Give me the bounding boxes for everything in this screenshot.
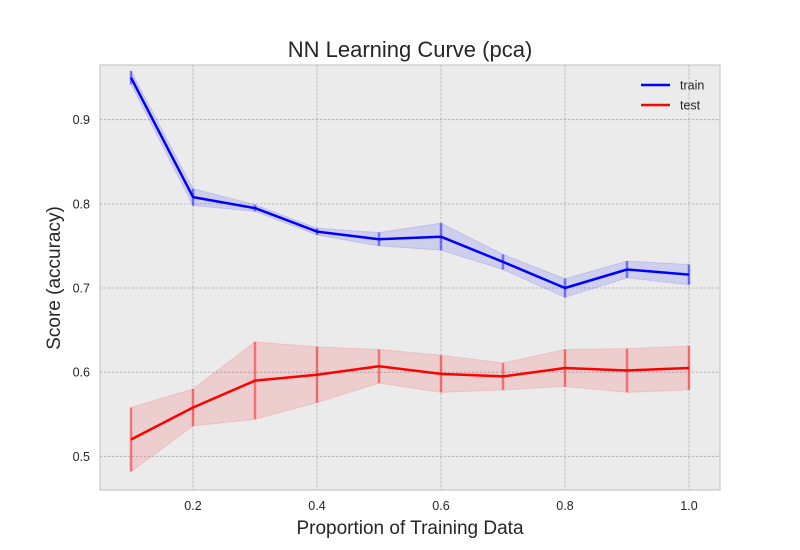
legend: train test [641,79,704,113]
x-tick-label: 0.4 [308,499,325,513]
series-line-train [129,77,690,290]
grid-lines [100,65,720,490]
y-tick-label: 0.8 [73,197,90,211]
y-axis-title: Score (accuracy) [44,206,65,350]
chart-title: NN Learning Curve (pca) [288,37,533,62]
std-band-train [130,70,690,298]
x-tick-label: 0.2 [184,499,201,513]
series-line-test [130,365,690,441]
std-bands [130,70,690,473]
x-tick-label: 0.8 [556,499,573,513]
plot-area [99,64,721,491]
series-lines [129,77,690,441]
y-tick-label: 0.5 [73,450,90,464]
y-tick-label: 0.6 [73,366,90,380]
y-tick-label: 0.7 [73,282,90,296]
y-tick-labels: 0.5 0.6 0.7 0.8 0.9 [73,113,90,464]
legend-label-train: train [680,79,704,93]
x-axis-title: Proportion of Training Data [296,518,524,539]
std-band-test [130,341,690,473]
y-tick-label: 0.9 [73,113,90,127]
x-tick-label: 1.0 [680,499,697,513]
legend-label-test: test [680,99,701,113]
x-tick-label: 0.6 [432,499,449,513]
x-tick-labels: 0.2 0.4 0.6 0.8 1.0 [184,499,697,513]
